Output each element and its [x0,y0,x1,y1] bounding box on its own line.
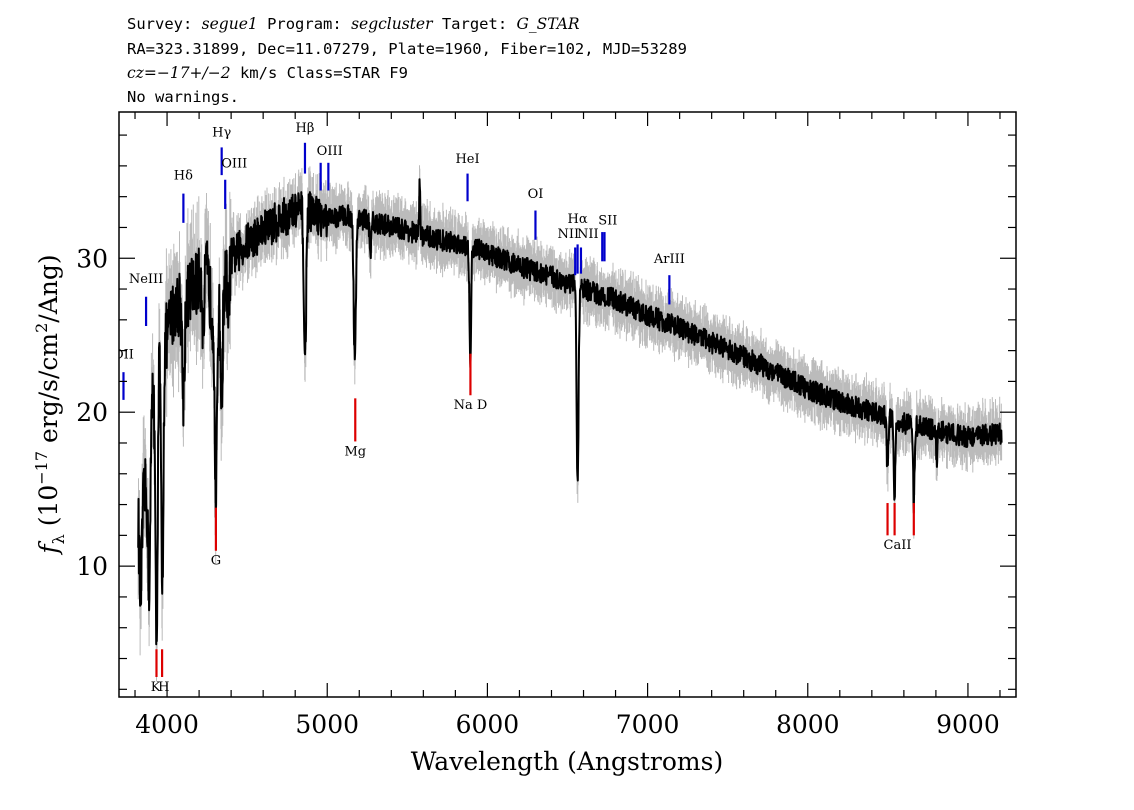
y-tick-label: 10 [76,552,108,581]
x-tick-label: 6000 [456,710,520,739]
x-tick-label: 5000 [295,710,359,739]
x-tick-label: 9000 [936,710,1000,739]
header-line-2: RA=323.31899, Dec=11.07279, Plate=1960, … [127,40,687,58]
y-label-sup2: 2 [32,323,51,333]
emission-label: NeIII [129,272,163,287]
header: Survey: segue1 Program: segcluster Targe… [127,15,687,106]
cz-label: cz [127,64,145,82]
y-tick-label: 20 [76,398,108,427]
plot-frame [118,111,1017,698]
target-label: Target: [433,15,517,33]
absorption-label: K [151,680,161,695]
emission-label: Hα [568,212,588,227]
header-line-1: Survey: segue1 Program: segcluster Targe… [127,15,580,33]
x-tick-label: 8000 [776,710,840,739]
flux-error-band [137,165,1003,682]
absorption-label: Mg [344,444,366,459]
y-axis-label: fλ (10−17 erg/s/cm2/Ang) [32,254,68,555]
x-tick-label: 7000 [616,710,680,739]
x-axis-label: Wavelength (Angstroms) [411,747,723,776]
emission-label: OIII [221,156,247,171]
emission-label: Hβ [296,121,315,136]
y-label-pre: (10 [34,485,63,535]
absorption-line-markers: KH G Mg Na D CaII [151,353,915,695]
emission-label: OI [528,187,544,202]
y-tick-label: 30 [76,244,108,273]
target-value: G_STAR [517,15,580,33]
cz-value: =−17+/−2 [144,64,231,82]
y-label-mid: erg/s/cm [34,333,63,451]
header-line-4: No warnings. [127,88,239,106]
y-label-sub: λ [49,534,68,544]
y-label-post: /Ang) [34,254,63,322]
y-label-sup1: −17 [32,451,51,485]
emission-label: NII [577,227,599,242]
emission-label: Hγ [212,126,231,141]
y-label-f: f [34,541,63,556]
program-label: Program: [258,15,351,33]
plot-data: OIINeIIIHδHγOIIIHβOIIIHeIOINIIHαNIISIIAr… [113,121,1003,695]
absorption-label: H [158,680,169,695]
x-tick-label: 4000 [135,710,199,739]
emission-label: OIII [317,144,343,159]
emission-line-markers: OIINeIIIHδHγOIIIHβOIIIHeIOINIIHαNIISIIAr… [113,121,685,400]
flux-series-line [137,178,1003,646]
program-value: segcluster [351,15,434,33]
emission-label: OII [113,347,134,362]
emission-label: Hδ [174,169,193,184]
absorption-label: Na D [454,398,488,413]
emission-label: HeI [455,152,479,167]
emission-label: SII [598,213,617,228]
cz-unit: km/s Class=STAR F9 [231,64,408,82]
header-line-3: cz=−17+/−2 km/s Class=STAR F9 [127,64,408,82]
axis-ticks: 4000 5000 6000 7000 8000 9000 10 20 30 [76,112,1016,739]
survey-label: Survey: [127,15,202,33]
absorption-label: CaII [884,538,912,553]
survey-value: segue1 [202,15,258,33]
absorption-label: G [211,554,221,569]
emission-label: ArIII [653,252,685,267]
emission-label: NII [558,227,580,242]
